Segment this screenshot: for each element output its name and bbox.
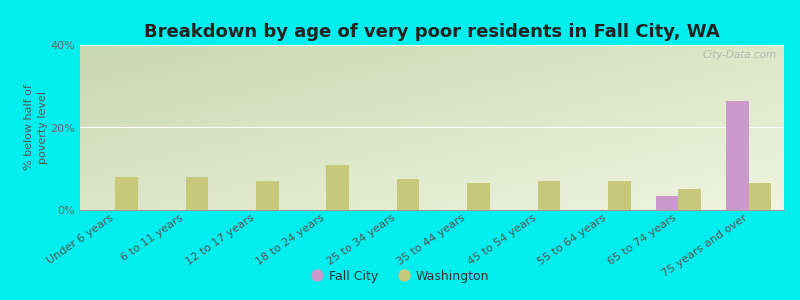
- Text: City-Data.com: City-Data.com: [703, 50, 777, 60]
- Title: Breakdown by age of very poor residents in Fall City, WA: Breakdown by age of very poor residents …: [144, 23, 720, 41]
- Bar: [186, 177, 208, 210]
- Bar: [538, 181, 560, 210]
- Bar: [256, 181, 278, 210]
- Bar: [467, 183, 490, 210]
- Bar: [656, 196, 678, 210]
- Bar: [397, 179, 419, 210]
- Bar: [726, 101, 749, 210]
- Bar: [326, 165, 349, 210]
- Bar: [608, 181, 630, 210]
- Bar: [115, 177, 138, 210]
- Y-axis label: % below half of
poverty level: % below half of poverty level: [25, 85, 48, 170]
- Legend: Fall City, Washington: Fall City, Washington: [306, 265, 494, 288]
- Bar: [749, 183, 771, 210]
- Bar: [678, 189, 701, 210]
